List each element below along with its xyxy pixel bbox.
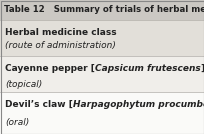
Bar: [0, 56, 204, 92]
Text: Capsicum frutescens: Capsicum frutescens: [95, 64, 201, 73]
Bar: [0, 20, 204, 56]
Text: (route of administration): (route of administration): [5, 41, 116, 50]
Text: ]: ]: [201, 64, 204, 73]
Text: (topical): (topical): [5, 80, 42, 89]
Text: Table 12   Summary of trials of herbal medicines and combi: Table 12 Summary of trials of herbal med…: [4, 5, 204, 14]
Text: Harpagophytum procumbens: Harpagophytum procumbens: [73, 100, 204, 109]
Text: Devil’s claw [: Devil’s claw [: [5, 100, 73, 109]
Text: Herbal medicine class: Herbal medicine class: [5, 28, 117, 37]
Bar: [0, 92, 204, 134]
Text: Cayenne pepper [: Cayenne pepper [: [5, 64, 95, 73]
Text: (oral): (oral): [5, 118, 29, 127]
Bar: [0, 0, 204, 20]
